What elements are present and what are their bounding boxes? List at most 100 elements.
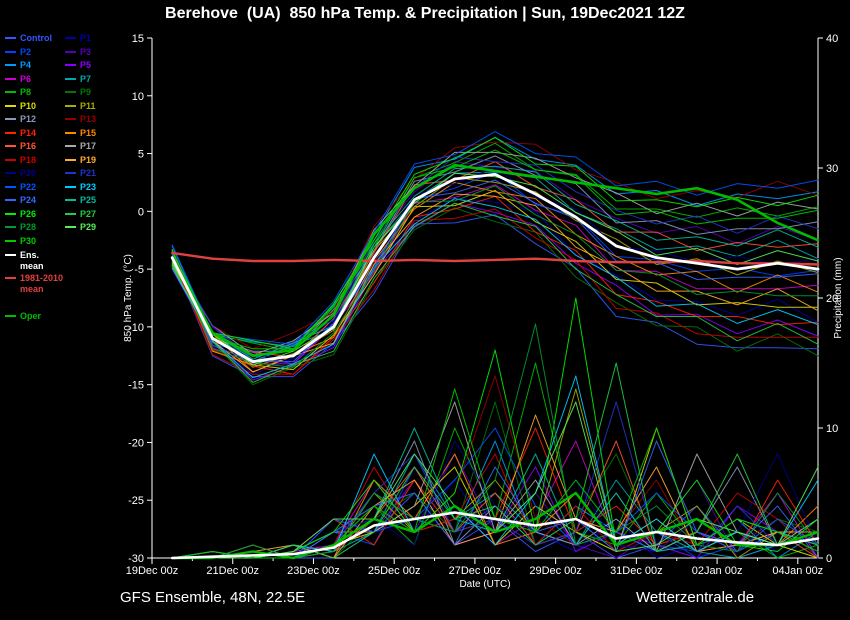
date-tick-label: 04Jan 00z	[772, 565, 823, 577]
legend-line-swatch	[65, 118, 76, 120]
legend-label: P2	[20, 46, 32, 57]
legend-item-p24: P24	[5, 195, 65, 208]
legend-item-p18: P18	[5, 155, 65, 168]
legend-item-ens-mean: Ens. mean	[5, 250, 151, 272]
legend-item-control: Control	[5, 33, 65, 46]
precip-tick-label: 0	[826, 553, 832, 565]
climate-mean-temp-line	[170, 251, 820, 266]
precip-line-p8	[171, 362, 819, 559]
temp-tick-label: -5	[134, 264, 144, 276]
legend-line-swatch	[5, 50, 16, 53]
legend-item-p1: P1	[65, 33, 125, 46]
chart-title: Berehove (UA) 850 hPa Temp. & Precipitat…	[165, 5, 685, 22]
legend-line-swatch	[5, 199, 16, 201]
legend-line-swatch	[5, 118, 16, 120]
legend-label: P4	[20, 60, 32, 70]
legend-line-swatch	[65, 226, 76, 228]
site-credit: Wetterzentrale.de	[636, 589, 755, 606]
legend-line-swatch	[5, 158, 16, 161]
legend-line-swatch	[65, 91, 76, 93]
legend-label: P26	[20, 208, 37, 219]
legend-label: 1981-2010 mean	[20, 273, 64, 294]
legend-item-p20: P20	[5, 168, 65, 181]
legend-item-p5: P5	[65, 60, 125, 73]
legend-line-swatch	[65, 212, 76, 215]
legend-label: P28	[20, 222, 37, 232]
precip-tick-label: 10	[826, 423, 838, 435]
legend-item-p3: P3	[65, 47, 125, 60]
temp-line-p6	[171, 184, 819, 365]
legend-line-swatch	[5, 172, 16, 174]
legend-item-p8: P8	[5, 87, 65, 100]
model-location-label: GFS Ensemble, 48N, 22.5E	[120, 589, 306, 606]
legend-item-p4: P4	[5, 60, 65, 73]
legend-label: P18	[20, 154, 37, 165]
legend-item-p6: P6	[5, 74, 65, 87]
legend-item-p2: P2	[5, 47, 65, 60]
temp-line-p17	[171, 151, 819, 356]
legend-line-swatch	[65, 37, 76, 39]
temp-line-control	[171, 214, 819, 378]
legend-label: P3	[80, 46, 92, 57]
legend-label: P22	[20, 181, 37, 192]
legend-label: P7	[80, 73, 92, 84]
legend-label: P30	[20, 235, 37, 246]
legend-label: P25	[80, 195, 97, 205]
temp-line-p26	[171, 136, 819, 350]
legend-item-p21: P21	[65, 168, 125, 181]
temp-axis-title: 850 hPa Temp. (°C)	[123, 254, 134, 342]
temp-tick-label: -10	[128, 322, 144, 334]
legend-oper: Oper	[5, 311, 151, 324]
legend-item-p13: P13	[65, 114, 125, 127]
legend-line-swatch	[5, 212, 16, 215]
legend-line-swatch	[5, 226, 16, 228]
legend-line-swatch	[65, 50, 76, 53]
legend-label: P27	[80, 208, 97, 219]
ens-mean-precip-line	[170, 511, 820, 560]
legend-label: P19	[80, 154, 97, 165]
date-tick-label: 31Dec 00z	[610, 565, 663, 577]
temp-line-p30	[171, 149, 819, 350]
legend-label: P23	[80, 181, 97, 192]
date-tick-label: 23Dec 00z	[287, 565, 340, 577]
legend-line-swatch	[5, 64, 16, 66]
legend-line-swatch	[5, 185, 16, 188]
legend-item-p28: P28	[5, 222, 65, 235]
legend-item-p7: P7	[65, 74, 125, 87]
date-tick-label: 21Dec 00z	[206, 565, 259, 577]
legend-item-p9: P9	[65, 87, 125, 100]
precip-tick-label: 30	[826, 163, 838, 175]
legend-item-p30: P30	[5, 236, 65, 249]
temp-tick-label: 15	[132, 33, 144, 45]
date-tick-label: 02Jan 00z	[692, 565, 743, 577]
legend-item-p14: P14	[5, 128, 65, 141]
date-tick-label: 19Dec 00z	[126, 565, 179, 577]
temp-line-p28	[171, 185, 819, 368]
legend-label: P14	[20, 127, 37, 138]
temp-line-p24	[171, 179, 819, 363]
legend-label: Control	[20, 33, 52, 43]
legend-line-swatch	[65, 172, 76, 174]
legend-item-p17: P17	[65, 141, 125, 154]
precip-tick-label: 40	[826, 33, 838, 45]
legend-item-p25: P25	[65, 195, 125, 208]
legend-line-swatch	[65, 77, 76, 80]
legend-line-swatch	[5, 91, 16, 93]
precip-line-p27	[171, 362, 819, 559]
legend-label: P9	[80, 87, 92, 97]
legend-item-p10: P10	[5, 101, 65, 114]
legend-item-p29: P29	[65, 222, 125, 235]
legend-item-p16: P16	[5, 141, 65, 154]
legend-line-swatch	[5, 277, 16, 279]
legend-item-p27: P27	[65, 209, 125, 222]
legend-line-swatch	[5, 37, 16, 39]
precip-tick-label: 20	[826, 293, 838, 305]
legend-line-swatch	[5, 254, 16, 256]
legend-label: P16	[20, 141, 37, 151]
legend-line-swatch	[5, 77, 16, 80]
temp-tick-label: -20	[128, 437, 144, 449]
oper-precip-line	[170, 491, 820, 560]
legend-item-p22: P22	[5, 182, 65, 195]
